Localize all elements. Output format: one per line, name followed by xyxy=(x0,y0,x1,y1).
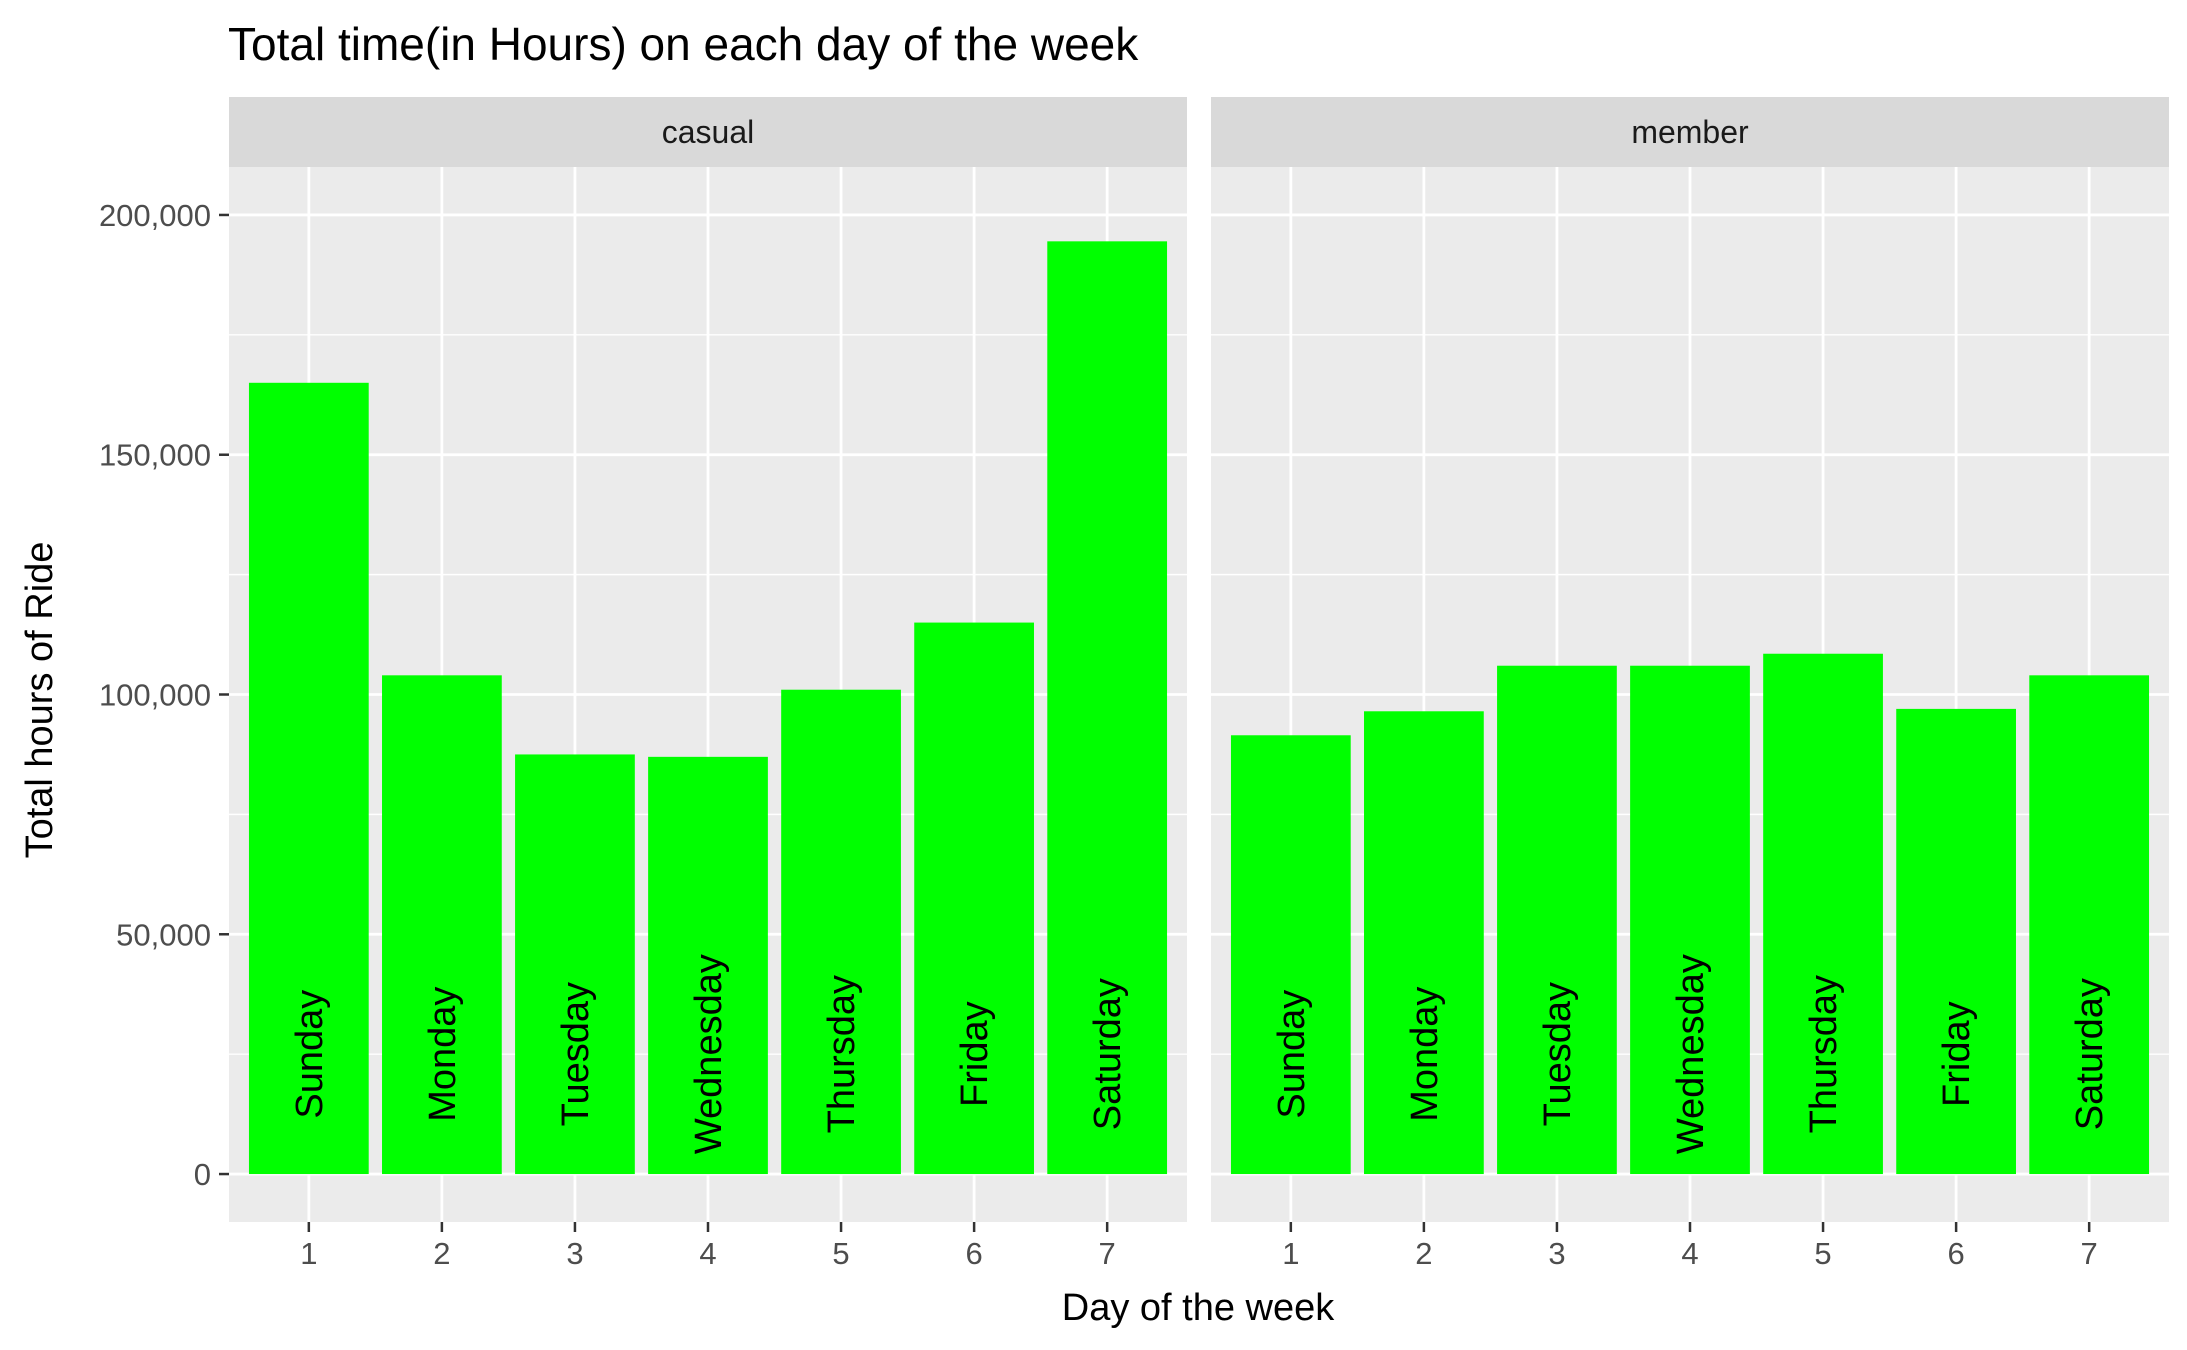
x-tick-label: 7 xyxy=(1099,1236,1116,1271)
bar-label: Friday xyxy=(1936,1001,1978,1107)
bar-member-6 xyxy=(1896,708,2016,1175)
x-tick-label: 1 xyxy=(1282,1236,1299,1271)
y-axis-title: Total hours of Ride xyxy=(19,542,61,859)
chart-title: Total time(in Hours) on each day of the … xyxy=(228,18,1139,70)
x-tick-label: 7 xyxy=(2081,1236,2098,1271)
y-tick-label: 100,000 xyxy=(99,678,211,713)
y-axis: 0 50,000 100,000 150,000 200,000 xyxy=(99,198,229,1192)
y-tick-label: 200,000 xyxy=(99,198,211,233)
bar-label: Sunday xyxy=(289,990,331,1119)
bar-label: Saturday xyxy=(2069,978,2111,1130)
facet-strip-label: casual xyxy=(662,114,755,150)
bar-casual-4 xyxy=(648,756,768,1175)
y-tick-label: 150,000 xyxy=(99,438,211,473)
bar-label: Monday xyxy=(1404,987,1446,1122)
bar-label: Wednesday xyxy=(688,954,730,1154)
x-tick-label: 5 xyxy=(1814,1236,1831,1271)
bar-label: Sunday xyxy=(1271,990,1313,1119)
y-tick-label: 50,000 xyxy=(116,917,211,952)
x-tick-label: 2 xyxy=(1415,1236,1432,1271)
bar-member-5 xyxy=(1763,653,1883,1175)
bar-casual-5 xyxy=(781,689,901,1175)
bar-member-2 xyxy=(1364,711,1484,1175)
x-axis-title: Day of the week xyxy=(1062,1287,1335,1329)
bar-label: Wednesday xyxy=(1670,954,1712,1154)
x-tick-label: 5 xyxy=(832,1236,849,1271)
x-tick-label: 4 xyxy=(1681,1236,1698,1271)
bar-casual-1 xyxy=(248,382,369,1175)
x-tick-label: 3 xyxy=(1548,1236,1565,1271)
bar-casual-3 xyxy=(515,754,635,1175)
bar-label: Thursday xyxy=(1803,975,1845,1133)
bar-label: Monday xyxy=(422,987,464,1122)
bar-casual-6 xyxy=(914,622,1034,1175)
bar-casual-2 xyxy=(382,675,502,1175)
x-tick-label: 6 xyxy=(1947,1236,1964,1271)
bar-member-4 xyxy=(1630,665,1750,1175)
bar-member-3 xyxy=(1497,665,1617,1175)
x-tick-label: 1 xyxy=(300,1236,317,1271)
x-tick-label: 6 xyxy=(965,1236,982,1271)
y-tick-label: 0 xyxy=(194,1157,211,1192)
x-tick-label: 4 xyxy=(699,1236,716,1271)
bar-label: Saturday xyxy=(1087,978,1129,1130)
panel-member: member Sunday 1 Monday 2 Tuesday 3 Wednesday 4 Th… xyxy=(1211,97,2169,1271)
panel-casual: casual Sunday 1 Monday 2 Tuesday 3 Wednesday 4 Th… xyxy=(229,97,1187,1271)
x-tick-label: 3 xyxy=(566,1236,583,1271)
bar-member-7 xyxy=(2029,675,2150,1175)
bar-casual-7 xyxy=(1047,241,1168,1175)
bar-label: Thursday xyxy=(821,975,863,1133)
bar-label: Tuesday xyxy=(1537,982,1579,1126)
bar-label: Tuesday xyxy=(555,982,597,1126)
facet-strip-label: member xyxy=(1631,114,1749,150)
bar-member-1 xyxy=(1230,735,1351,1175)
facet-panels: casual Sunday 1 Monday 2 Tuesday 3 Wednesday 4 Th… xyxy=(99,97,2169,1271)
bar-label: Friday xyxy=(954,1001,996,1107)
facet-strip xyxy=(229,97,1187,167)
facet-strip xyxy=(1211,97,2169,167)
x-tick-label: 2 xyxy=(433,1236,450,1271)
